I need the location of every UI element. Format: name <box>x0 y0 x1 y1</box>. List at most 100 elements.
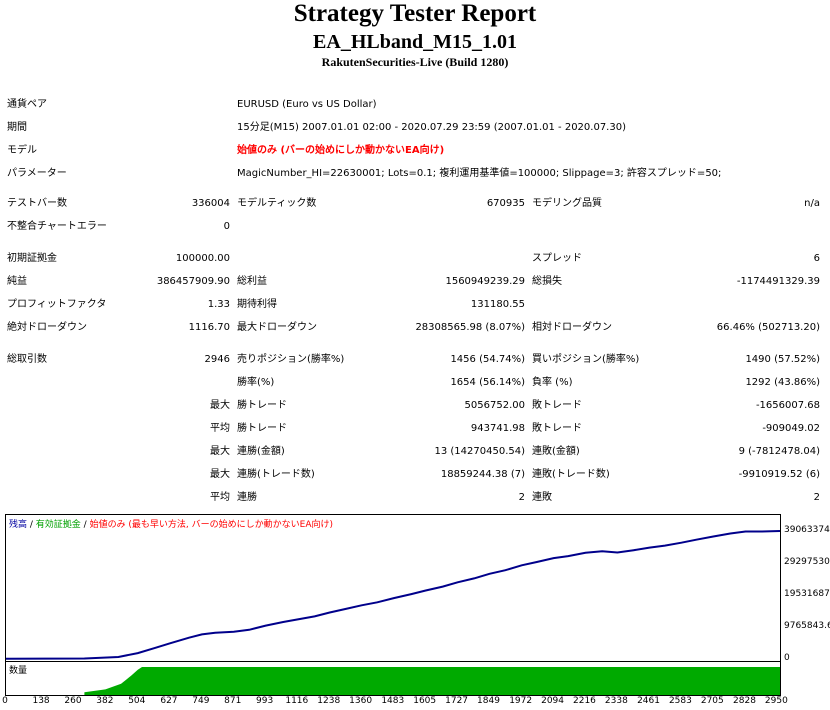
net-label: 純益 <box>7 276 27 287</box>
period-label: 期間 <box>7 122 27 133</box>
largest-win-value: 5056752.00 <box>464 400 525 411</box>
x-tick-label: 2216 <box>573 696 596 706</box>
x-tick-label: 1360 <box>349 696 373 706</box>
average-consecutive-row: 平均 連勝 2 連敗 2 <box>0 489 830 507</box>
cons-losses-label: 連敗(金額) <box>532 446 580 457</box>
bars-label: テストバー数 <box>7 198 67 209</box>
x-tick-label: 2338 <box>604 696 628 706</box>
deposit-label: 初期証拠金 <box>7 253 57 264</box>
cons-profit-value: 18859244.38 (7) <box>440 469 525 480</box>
abs-dd-value: 1116.70 <box>188 322 230 333</box>
balance-line <box>6 530 780 660</box>
x-tick-label: 871 <box>224 696 242 706</box>
cons-loss-value: -9910919.52 (6) <box>738 469 820 480</box>
cons-profit-label: 連勝(トレード数) <box>237 469 315 480</box>
trades-row: 総取引数 2946 売りポジション(勝率%) 1456 (54.74%) 買いポ… <box>0 351 830 369</box>
losspct-label: 負率 (%) <box>532 377 573 388</box>
short-label: 売りポジション(勝率%) <box>237 354 345 365</box>
avg-cons-wins-label: 連勝 <box>237 492 257 503</box>
avg-cons-wins-value: 2 <box>518 492 525 503</box>
x-tick-label: 2828 <box>733 696 756 706</box>
avg-win-value: 943741.98 <box>470 423 525 434</box>
largest-loss-value: -1656007.68 <box>755 400 820 411</box>
quality-label: モデリング品質 <box>532 198 602 209</box>
x-tick-label: 2094 <box>541 696 564 706</box>
avg-cons-losses-label: 連敗 <box>532 492 552 503</box>
pf-label: プロフィットファクタ <box>7 299 107 310</box>
deposit-row: 初期証拠金 100000.00 スプレッド 6 <box>0 250 830 268</box>
params-value: MagicNumber_HI=22630001; Lots=0.1; 複利運用基… <box>237 168 722 179</box>
legend-model: 始値のみ (最も早い方法, バーの始めにしか動かないEA向け) <box>89 520 334 530</box>
y-tick-label: 29297530 <box>784 557 830 567</box>
x-tick-label: 1849 <box>477 696 500 706</box>
volume-label: 数量 <box>9 666 28 676</box>
cons-wins-label: 連勝(金額) <box>237 446 285 457</box>
x-tick-label: 1605 <box>413 696 437 706</box>
x-tick-label: 1727 <box>445 696 469 706</box>
avg-loss-label: 敗トレード <box>532 423 582 434</box>
legend-balance: 残高 <box>9 520 28 530</box>
ticks-value: 670935 <box>486 198 525 209</box>
max-qualifier: 最大 <box>210 400 230 411</box>
mismatch-value: 0 <box>223 221 230 232</box>
balance-chart: 残高 / 有効証拠金 / 始値のみ (最も早い方法, バーの始めにしか動かないE… <box>5 514 781 662</box>
x-tick-label: 627 <box>160 696 178 706</box>
avg-loss-value: -909049.02 <box>762 423 820 434</box>
x-tick-label: 2583 <box>668 696 692 706</box>
max-qualifier: 最大 <box>210 446 230 457</box>
legend-separator: / <box>27 520 36 530</box>
net-row: 純益 386457909.90 総利益 1560949239.29 総損失 -1… <box>0 273 830 291</box>
pf-row: プロフィットファクタ 1.33 期待利得 131180.55 <box>0 296 830 314</box>
largest-row: 最大 勝トレード 5056752.00 敗トレード -1656007.68 <box>0 397 830 415</box>
y-axis: 0 9765843.6 19531687 29297530 39063374 <box>782 514 830 663</box>
spread-value: 6 <box>813 253 820 264</box>
x-tick-label: 260 <box>64 696 82 706</box>
y-tick-label: 9765843.6 <box>784 621 830 631</box>
max-qualifier: 最大 <box>210 469 230 480</box>
volume-chart: 数量 <box>5 661 781 696</box>
model-row: モデル 始値のみ (バーの始めにしか動かないEA向け) <box>0 142 830 160</box>
model-value: 始値のみ (バーの始めにしか動かないEA向け) <box>237 145 445 156</box>
bars-value: 336004 <box>191 198 230 209</box>
x-tick-label: 993 <box>256 696 274 706</box>
avg-cons-losses-value: 2 <box>813 492 820 503</box>
x-tick-label: 749 <box>192 696 210 706</box>
x-tick-label: 2950 <box>764 696 788 706</box>
gross-loss-value: -1174491329.39 <box>736 276 820 287</box>
rel-dd-value: 66.46% (502713.20) <box>716 322 820 333</box>
avg-qualifier: 平均 <box>210 423 230 434</box>
server-build: RakutenSecurities-Live (Build 1280) <box>321 55 509 69</box>
quality-value: n/a <box>804 198 820 209</box>
largest-loss-label: 敗トレード <box>532 400 582 411</box>
x-tick-label: 504 <box>128 696 146 706</box>
y-tick-label: 39063374 <box>784 525 830 535</box>
symbol-row: 通貨ペア EURUSD (Euro vs US Dollar) <box>0 96 830 114</box>
cons-losses-value: 9 (-7812478.04) <box>738 446 820 457</box>
x-tick-label: 1116 <box>285 696 309 706</box>
payoff-label: 期待利得 <box>237 299 277 310</box>
avg-win-label: 勝トレード <box>237 423 287 434</box>
spread-label: スプレッド <box>532 253 582 264</box>
mismatch-row: 不整合チャートエラー 0 <box>0 218 830 236</box>
gross-profit-label: 総利益 <box>237 276 267 287</box>
report-title: Strategy Tester Report <box>293 0 537 27</box>
winpct-label: 勝率(%) <box>237 377 275 388</box>
params-label: パラメーター <box>7 168 67 179</box>
long-value: 1490 (57.52%) <box>745 354 820 365</box>
x-tick-label: 138 <box>32 696 50 706</box>
losspct-value: 1292 (43.86%) <box>745 377 820 388</box>
consecutive-count-row: 最大 連勝(トレード数) 18859244.38 (7) 連敗(トレード数) -… <box>0 466 830 484</box>
winrate-row: 勝率(%) 1654 (56.14%) 負率 (%) 1292 (43.86%) <box>0 374 830 392</box>
winpct-value: 1654 (56.14%) <box>450 377 525 388</box>
period-value: 15分足(M15) 2007.01.01 02:00 - 2020.07.29 … <box>237 122 626 133</box>
x-tick-label: 2705 <box>700 696 724 706</box>
period-row: 期間 15分足(M15) 2007.01.01 02:00 - 2020.07.… <box>0 119 830 137</box>
x-tick-label: 1483 <box>381 696 405 706</box>
pf-value: 1.33 <box>207 299 230 310</box>
x-tick-label: 1238 <box>317 696 341 706</box>
volume-plot <box>84 667 780 695</box>
volume-area <box>84 667 780 695</box>
x-axis: 0 138 260 382 504 627 749 871 993 1116 1238 1360 148… <box>0 695 830 710</box>
rel-dd-label: 相対ドローダウン <box>532 322 612 333</box>
trades-label: 総取引数 <box>7 354 47 365</box>
